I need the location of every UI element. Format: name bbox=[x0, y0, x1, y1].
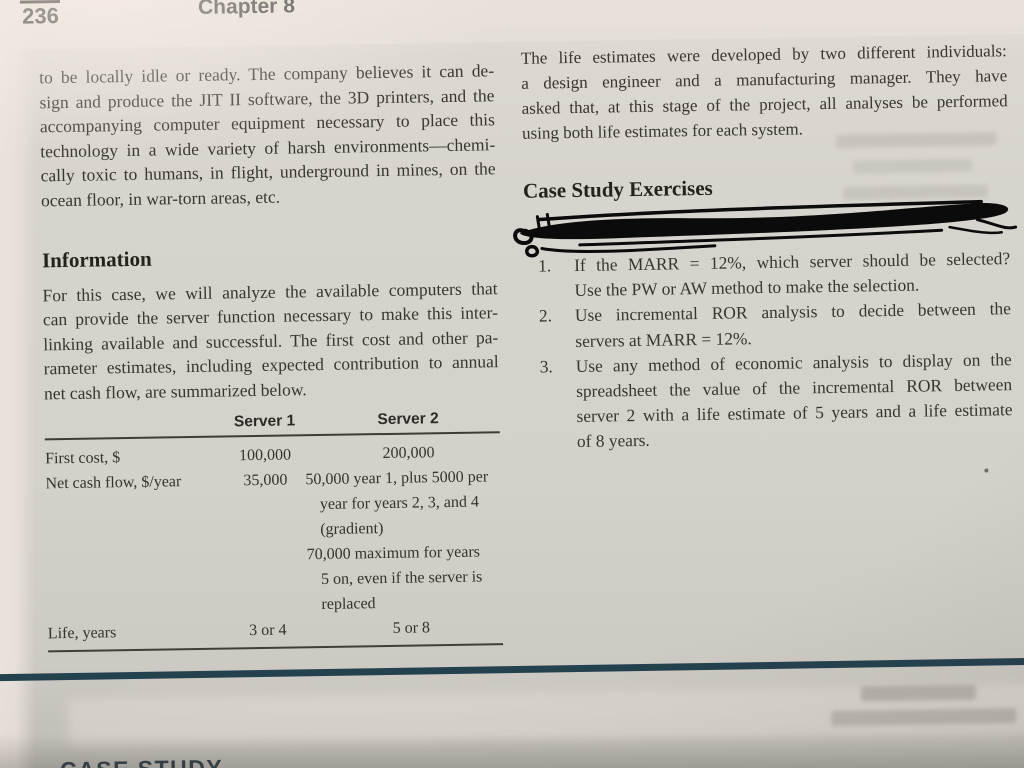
cell-value: 100,000 bbox=[238, 446, 292, 464]
exercise-item: 3. Use any method of economic analysis t… bbox=[526, 347, 1014, 455]
bleed-through-text bbox=[852, 158, 973, 174]
table-corner-cell bbox=[44, 413, 212, 434]
row-label: Life, years bbox=[47, 623, 117, 642]
life-estimates-paragraph: The life estimates were developed by two… bbox=[521, 38, 1009, 146]
information-heading: Information bbox=[41, 246, 152, 272]
bleed-through-text bbox=[860, 684, 977, 702]
server-parameters-table: Server 1 Server 2 First cost, $ 100,000 … bbox=[44, 408, 504, 652]
section-divider-bar bbox=[0, 657, 1024, 681]
table-header-row: Server 1 Server 2 bbox=[44, 408, 500, 440]
row-label: First cost, $ bbox=[44, 448, 121, 467]
chapter-title: Chapter 8 bbox=[197, 0, 296, 19]
row-label: Net cash flow, $/year bbox=[45, 472, 182, 492]
intro-paragraph: to be locally idle or ready. The company… bbox=[39, 58, 496, 213]
text-line: year for years 2, 3, and 4 bbox=[319, 493, 480, 513]
text-line: (gradient) bbox=[320, 519, 384, 538]
cell-value: 5 or 8 bbox=[392, 618, 431, 637]
text-line: 5 on, even if the server is bbox=[320, 568, 483, 588]
exercise-item: 2. Use incremental ROR analysis to decid… bbox=[525, 297, 1012, 355]
table-row: Net cash flow, $/year 35,000 50,000 year… bbox=[45, 464, 502, 621]
item-number: 2. bbox=[538, 305, 553, 326]
bleed-through-text bbox=[831, 708, 1017, 727]
bottom-shadow bbox=[0, 734, 1024, 768]
bleed-through-text bbox=[842, 184, 989, 200]
exercise-list: 1. If the MARR = 12%, which server shoul… bbox=[524, 246, 1013, 455]
redaction-scribble bbox=[513, 199, 1018, 258]
table-col-header-server2: Server 2 bbox=[377, 409, 439, 428]
item-number: 1. bbox=[537, 255, 552, 276]
table-col-header-server1: Server 1 bbox=[233, 411, 296, 430]
cell-value: 35,000 bbox=[243, 471, 288, 489]
left-column: to be locally idle or ready. The company… bbox=[39, 58, 504, 652]
information-paragraph: For this case, we will analyze the avail… bbox=[42, 276, 499, 406]
text-line: 50,000 year 1, plus 5000 per bbox=[305, 467, 489, 488]
text-line: 70,000 maximum for years bbox=[306, 543, 481, 563]
cell-value: 200,000 bbox=[382, 443, 435, 462]
text-line: replaced bbox=[321, 594, 376, 613]
bleed-through-text bbox=[836, 132, 997, 148]
cell-value: 3 or 4 bbox=[249, 621, 287, 639]
page-number: 236 bbox=[21, 3, 60, 29]
paper-speck bbox=[984, 468, 989, 473]
cell-multiline-value: 50,000 year 1, plus 5000 per year for ye… bbox=[305, 464, 502, 617]
item-number: 3. bbox=[539, 356, 553, 377]
